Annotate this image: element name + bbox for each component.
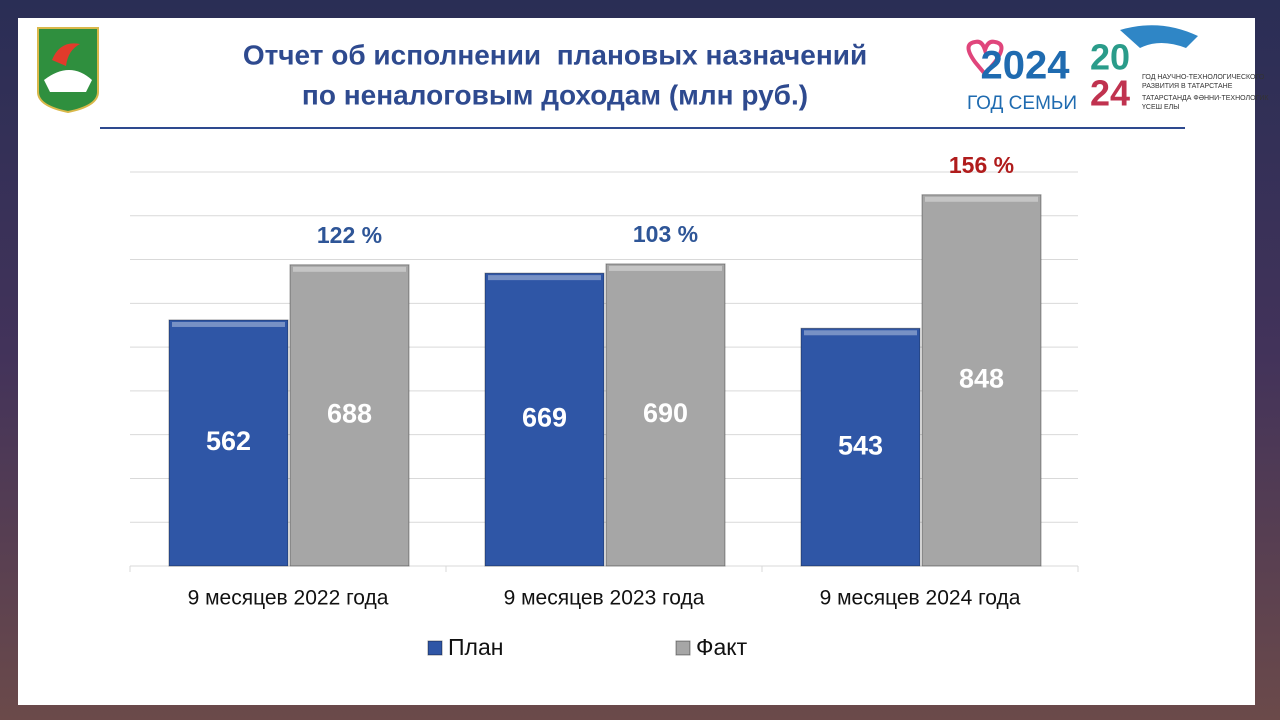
bar-bevel: [609, 265, 722, 271]
logo-text: ҮСЕШ ЕЛЫ: [1142, 104, 1179, 111]
legend-swatch: [427, 640, 443, 656]
logo-text: РАЗВИТИЯ В ТАТАРСТАНЕ: [1142, 83, 1233, 90]
bar-bevel: [293, 266, 406, 272]
bar-bevel: [925, 196, 1038, 202]
logo-text: ТАТАРСТАНДА ФӘННИ-ТЕХНОЛОГИК: [1142, 95, 1269, 102]
annotation: 122 %: [317, 222, 382, 248]
legend-swatch: [675, 640, 691, 656]
logo-text: ГОД НАУЧНО-ТЕХНОЛОГИЧЕСКОГО: [1142, 74, 1265, 81]
bar: [605, 263, 726, 567]
value-label: 669: [522, 403, 567, 433]
bar: [800, 327, 921, 567]
x-tick-label: 9 месяцев 2022 года: [188, 587, 389, 610]
bar-bevel: [804, 330, 917, 336]
value-label: 562: [206, 426, 251, 456]
chart-title: Отчет об исполнении плановых назначений: [243, 39, 867, 70]
bar: [168, 319, 289, 567]
bar: [484, 272, 605, 567]
x-tick-label: 9 месяцев 2023 года: [504, 587, 705, 610]
bar-bevel: [488, 275, 601, 281]
logo-text: 24: [1090, 73, 1130, 114]
bar-bevel: [172, 321, 285, 327]
annotation: 103 %: [633, 221, 698, 247]
logo-text: 2024: [981, 44, 1071, 88]
bar: [289, 264, 410, 567]
logo-text: 20: [1090, 37, 1130, 78]
legend-label: Факт: [696, 634, 748, 660]
city-logo: [37, 27, 99, 114]
annotation: 156 %: [949, 152, 1014, 178]
year-logo: 2024 ГОД СЕМЬИ 20 24 ГОД НАУЧНО-ТЕХНОЛОГ…: [966, 25, 1269, 114]
value-label: 848: [959, 364, 1004, 394]
legend-label: План: [448, 634, 503, 660]
value-label: 688: [327, 399, 372, 429]
value-label: 690: [643, 398, 688, 428]
x-tick-label: 9 месяцев 2024 года: [820, 587, 1021, 610]
value-label: 543: [838, 430, 883, 460]
chart-title: по неналоговым доходам (млн руб.): [302, 79, 808, 110]
bar: [921, 194, 1042, 567]
logo-text: ГОД СЕМЬИ: [967, 93, 1077, 114]
